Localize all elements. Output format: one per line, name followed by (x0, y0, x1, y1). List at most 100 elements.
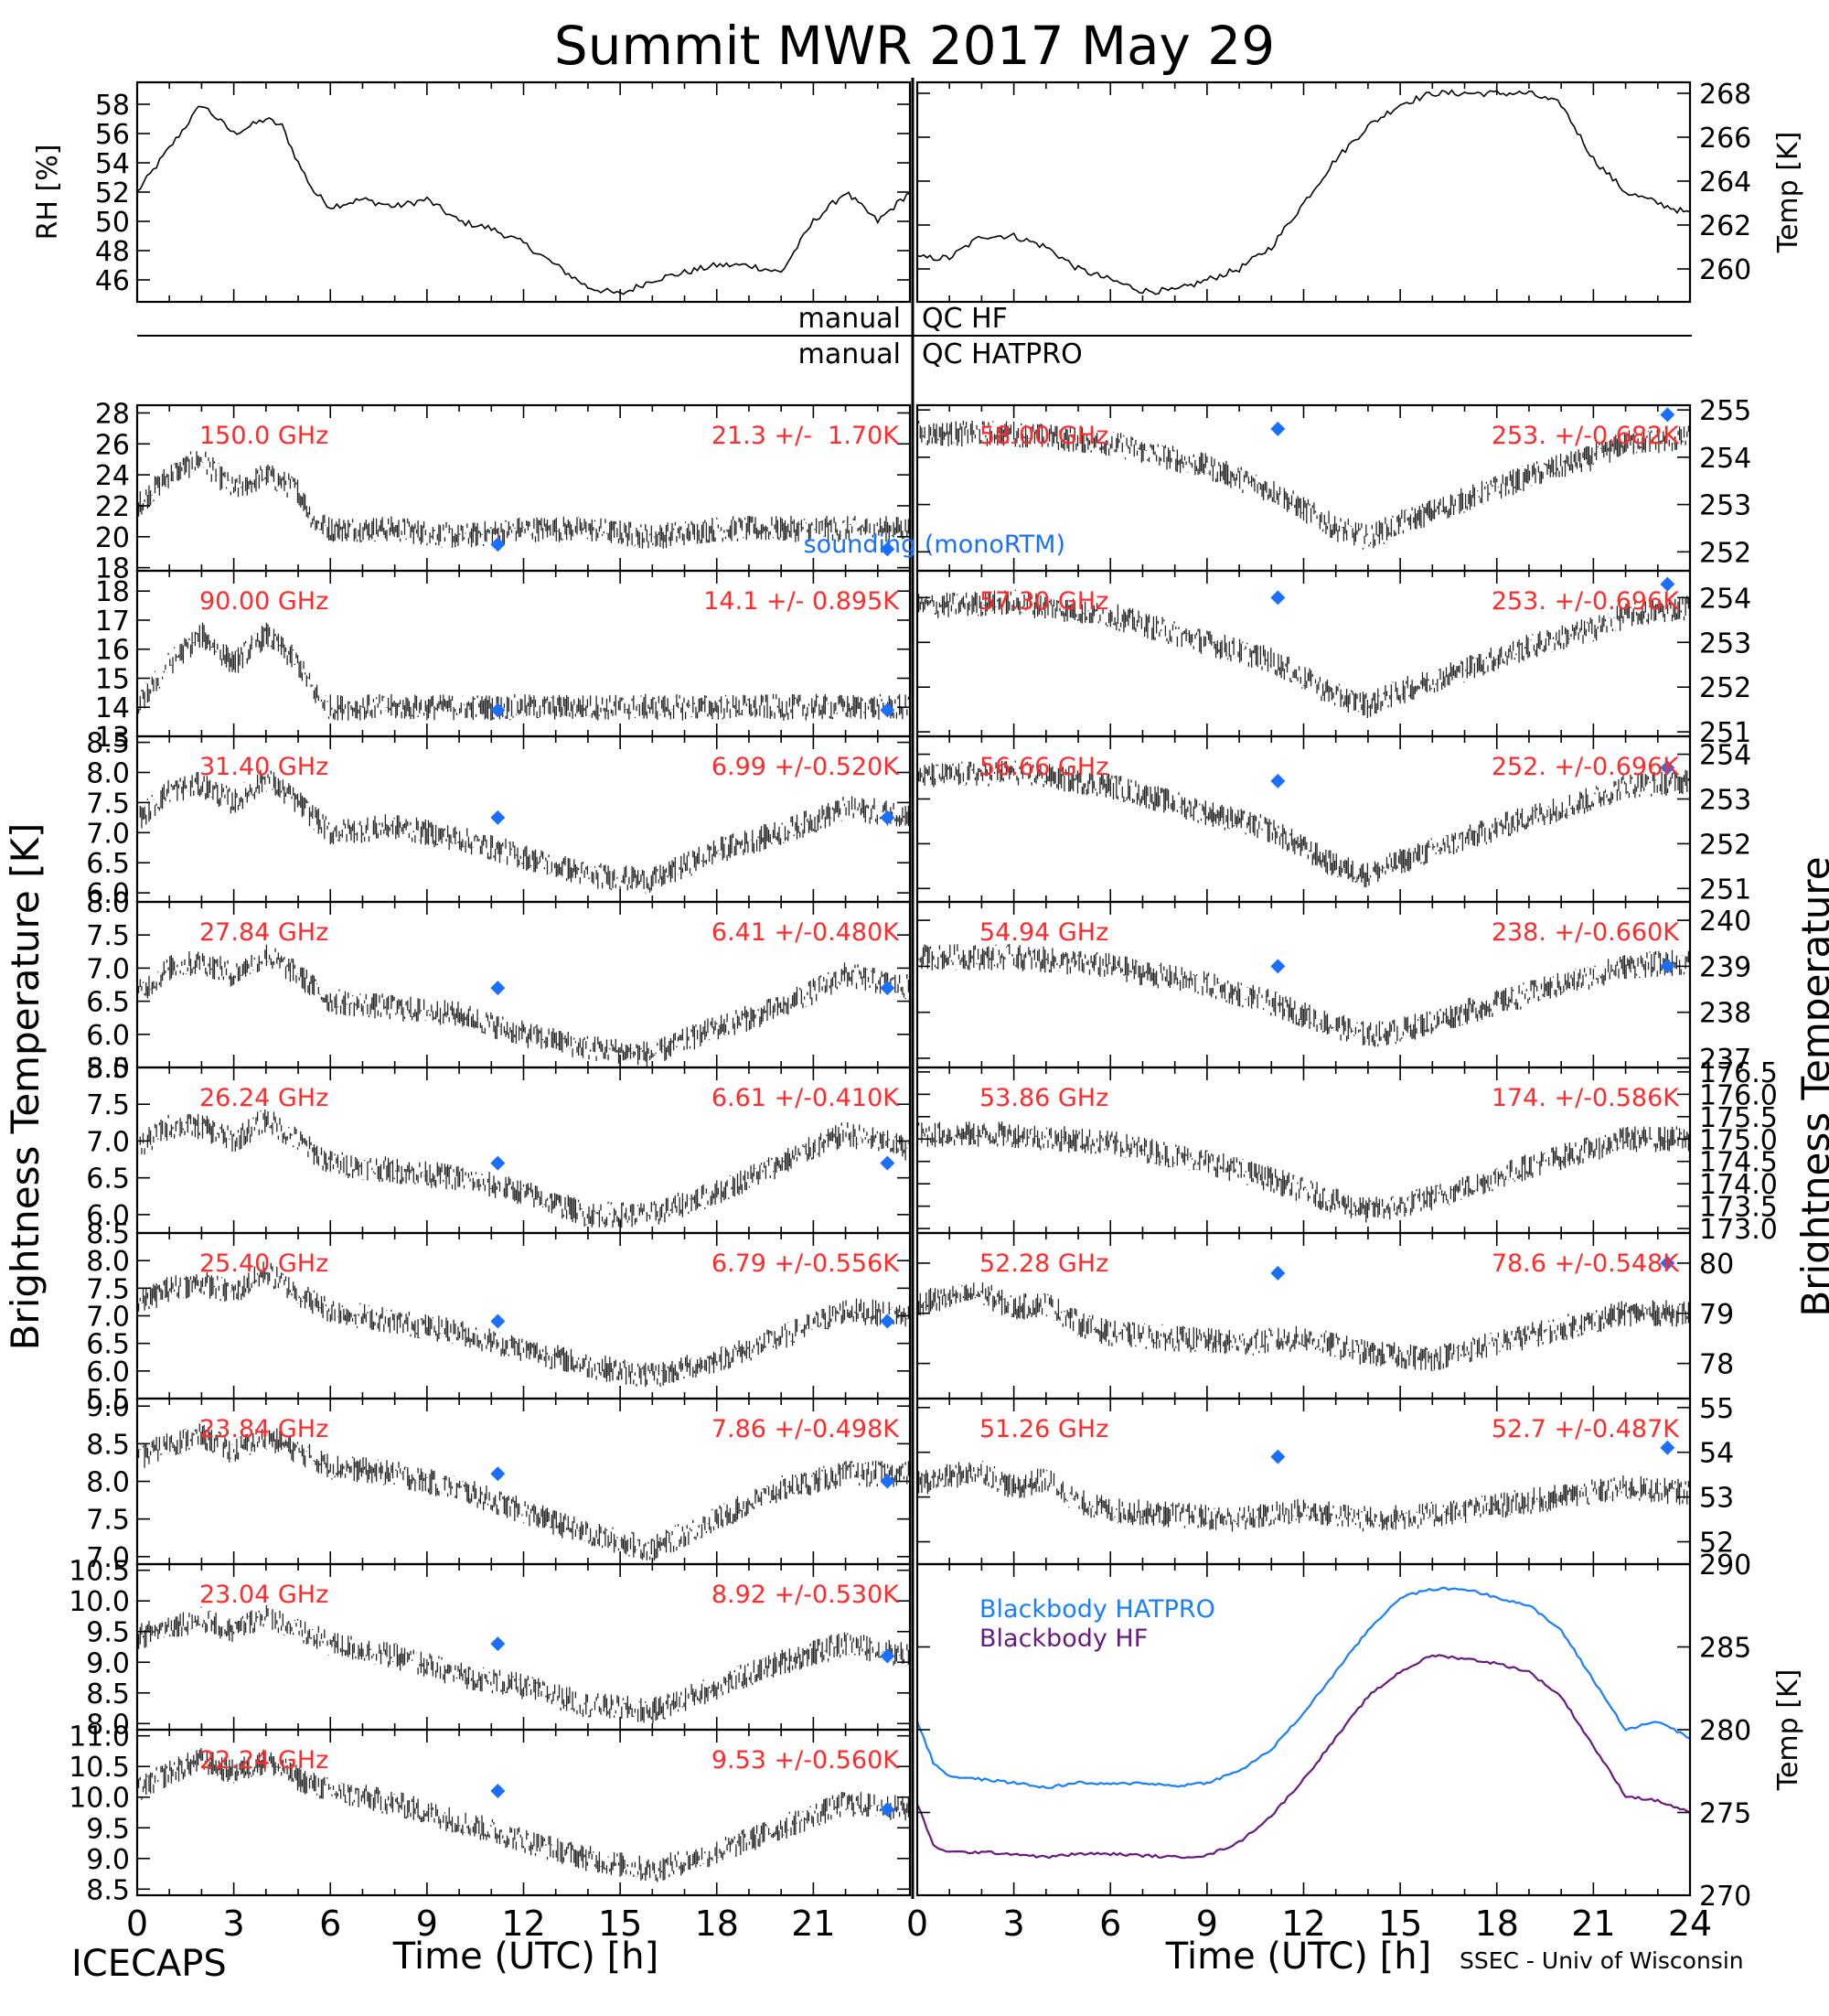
plot-area-blackbody (917, 1586, 1690, 1860)
series-points-ch9000 (137, 622, 910, 721)
ytick-label: 6.0 (86, 1200, 130, 1232)
plot-area-ch5228 (917, 1282, 1690, 1371)
sounding-marker-ch2540-1 (880, 1314, 895, 1329)
ytick-label: 52 (1699, 1528, 1734, 1560)
panel-ch2540: 5.56.06.57.07.58.08.5 25.40 GHz 6.79 +/-0.… (86, 1218, 912, 1416)
ytick-label: 50 (95, 207, 130, 239)
ytick-label: 176.0 (1699, 1079, 1778, 1111)
ytick-label: 260 (1699, 254, 1751, 286)
plot-area-temp (917, 89, 1690, 295)
ytick-label: 7.5 (86, 1089, 130, 1121)
panel-ch2624: 6.0 6.5 7.0 7.5 8.0 26.24 GHz 6.61 +/-0.410K (86, 1053, 912, 1235)
ytick-label: 9.0 (86, 1391, 130, 1423)
channel-stat-ch5494: 238. +/-0.660K (1492, 918, 1680, 947)
channel-stat-ch5800: 253. +/-0.682K (1492, 422, 1680, 450)
qc-hf-left: manual (798, 303, 901, 335)
sounding-marker-ch5494-1 (1660, 959, 1675, 974)
series-points-ch3140 (137, 769, 910, 894)
panel-ch2224: 8.59.09.510.010.511.0 0 3 6 9 12 15 18 21 22.24 G… (69, 1721, 912, 1944)
ytick-label: 6.5 (86, 848, 130, 880)
ytick-label: 7.5 (86, 788, 130, 820)
ytick-label: 173.5 (1699, 1192, 1778, 1224)
frame-rh (135, 80, 912, 304)
xtick-label: 18 (695, 1903, 739, 1944)
ytick-label: 6.5 (86, 987, 130, 1019)
qc-hf-right: QC HF (922, 303, 1008, 335)
sounding-marker-ch5800-0 (1270, 421, 1286, 436)
ytick-label: 8.0 (86, 887, 130, 919)
ytick-label: 18 (95, 553, 130, 585)
ytick-label: 5.5 (86, 1384, 130, 1416)
ytick-label: 7.0 (86, 818, 130, 850)
xtick-label: 6 (1099, 1903, 1121, 1944)
ytick-label: 253 (1699, 627, 1751, 659)
channel-label-ch150: 150.0 GHz (199, 422, 328, 450)
channel-stat-ch2624: 6.61 +/-0.410K (711, 1084, 900, 1112)
ytick-label: 10.5 (69, 1556, 130, 1588)
ytick-label: 175.5 (1699, 1102, 1778, 1134)
ytick-label: 255 (1699, 395, 1751, 427)
series-points-ch5800 (917, 420, 1690, 550)
plot-area-ch2624 (137, 1109, 910, 1228)
sounding-marker-ch2384-1 (880, 1474, 895, 1489)
channel-label-ch2224: 22.24 GHz (199, 1746, 328, 1775)
ytick-label: 26 (95, 429, 130, 461)
sounding-marker-ch9000-1 (880, 702, 895, 718)
plot-area-ch2384 (137, 1423, 910, 1561)
ytick-label: 270 (1699, 1881, 1751, 1913)
ytick-label: 7.0 (86, 1126, 130, 1158)
ytick-label: 14 (95, 692, 130, 724)
plot-area-ch150 (137, 451, 910, 549)
ytick-label: 8.0 (86, 1467, 130, 1499)
xtick-label: 12 (1281, 1903, 1325, 1944)
ytick-label: 22 (95, 491, 130, 523)
ytick-label: 17 (95, 606, 130, 638)
footer-left: ICECAPS (71, 1943, 227, 1985)
sounding-marker-ch5228-0 (1270, 1265, 1286, 1281)
channel-stat-ch5126: 52.7 +/-0.487K (1492, 1415, 1680, 1443)
xtick-label: 18 (1475, 1903, 1519, 1944)
ytick-label: 237 (1699, 1044, 1751, 1076)
series-line-temp-0 (917, 89, 1690, 295)
sounding-marker-ch5730-0 (1270, 590, 1286, 606)
ytick-label: 238 (1699, 998, 1751, 1030)
channel-label-ch5228: 52.28 GHz (979, 1249, 1108, 1278)
series-points-ch5730 (917, 589, 1690, 718)
channel-stat-ch2304: 8.92 +/-0.530K (711, 1581, 900, 1609)
ytick-label: 46 (95, 265, 130, 297)
ytick-label: 9.0 (86, 1844, 130, 1876)
ytick-label: 280 (1699, 1715, 1751, 1747)
ytick-label: 7.0 (86, 1302, 130, 1334)
sounding-marker-ch3140-0 (490, 810, 506, 825)
ytick-label: 55 (1699, 1393, 1734, 1425)
sounding-marker-ch5126-1 (1660, 1440, 1675, 1455)
ytick-label: 8.0 (86, 1246, 130, 1278)
xlabel-right: Time (UTC) [h] (1165, 1936, 1431, 1978)
ytick-label: 78 (1699, 1349, 1734, 1381)
xtick-label: 12 (501, 1903, 545, 1944)
channel-label-ch2540: 25.40 GHz (199, 1249, 328, 1278)
channel-label-ch2784: 27.84 GHz (199, 918, 328, 947)
xtick-label: 9 (1196, 1903, 1218, 1944)
series-line-blackbody-1 (917, 1654, 1690, 1860)
ytick-label: 8.5 (86, 1874, 130, 1906)
ytick-label: 253 (1699, 490, 1751, 522)
channel-stat-ch2784: 6.41 +/-0.480K (711, 918, 900, 947)
ytick-label: 262 (1699, 210, 1751, 242)
xtick-label: 3 (1003, 1903, 1025, 1944)
ytick-label: 52 (95, 177, 130, 209)
qc-hatpro-right: QC HATPRO (922, 338, 1083, 370)
ytick-label: 80 (1699, 1249, 1734, 1281)
series-points-ch5126 (917, 1461, 1690, 1532)
ytick-label: 16 (95, 635, 130, 667)
sounding-marker-ch2540-0 (490, 1314, 506, 1329)
ytick-label: 266 (1699, 123, 1751, 155)
ytick-label: 79 (1699, 1299, 1734, 1331)
xtick-label: 15 (598, 1903, 642, 1944)
ytick-label: 8.5 (86, 1429, 130, 1461)
channel-label-ch5800: 58.00 GHz (979, 422, 1108, 450)
